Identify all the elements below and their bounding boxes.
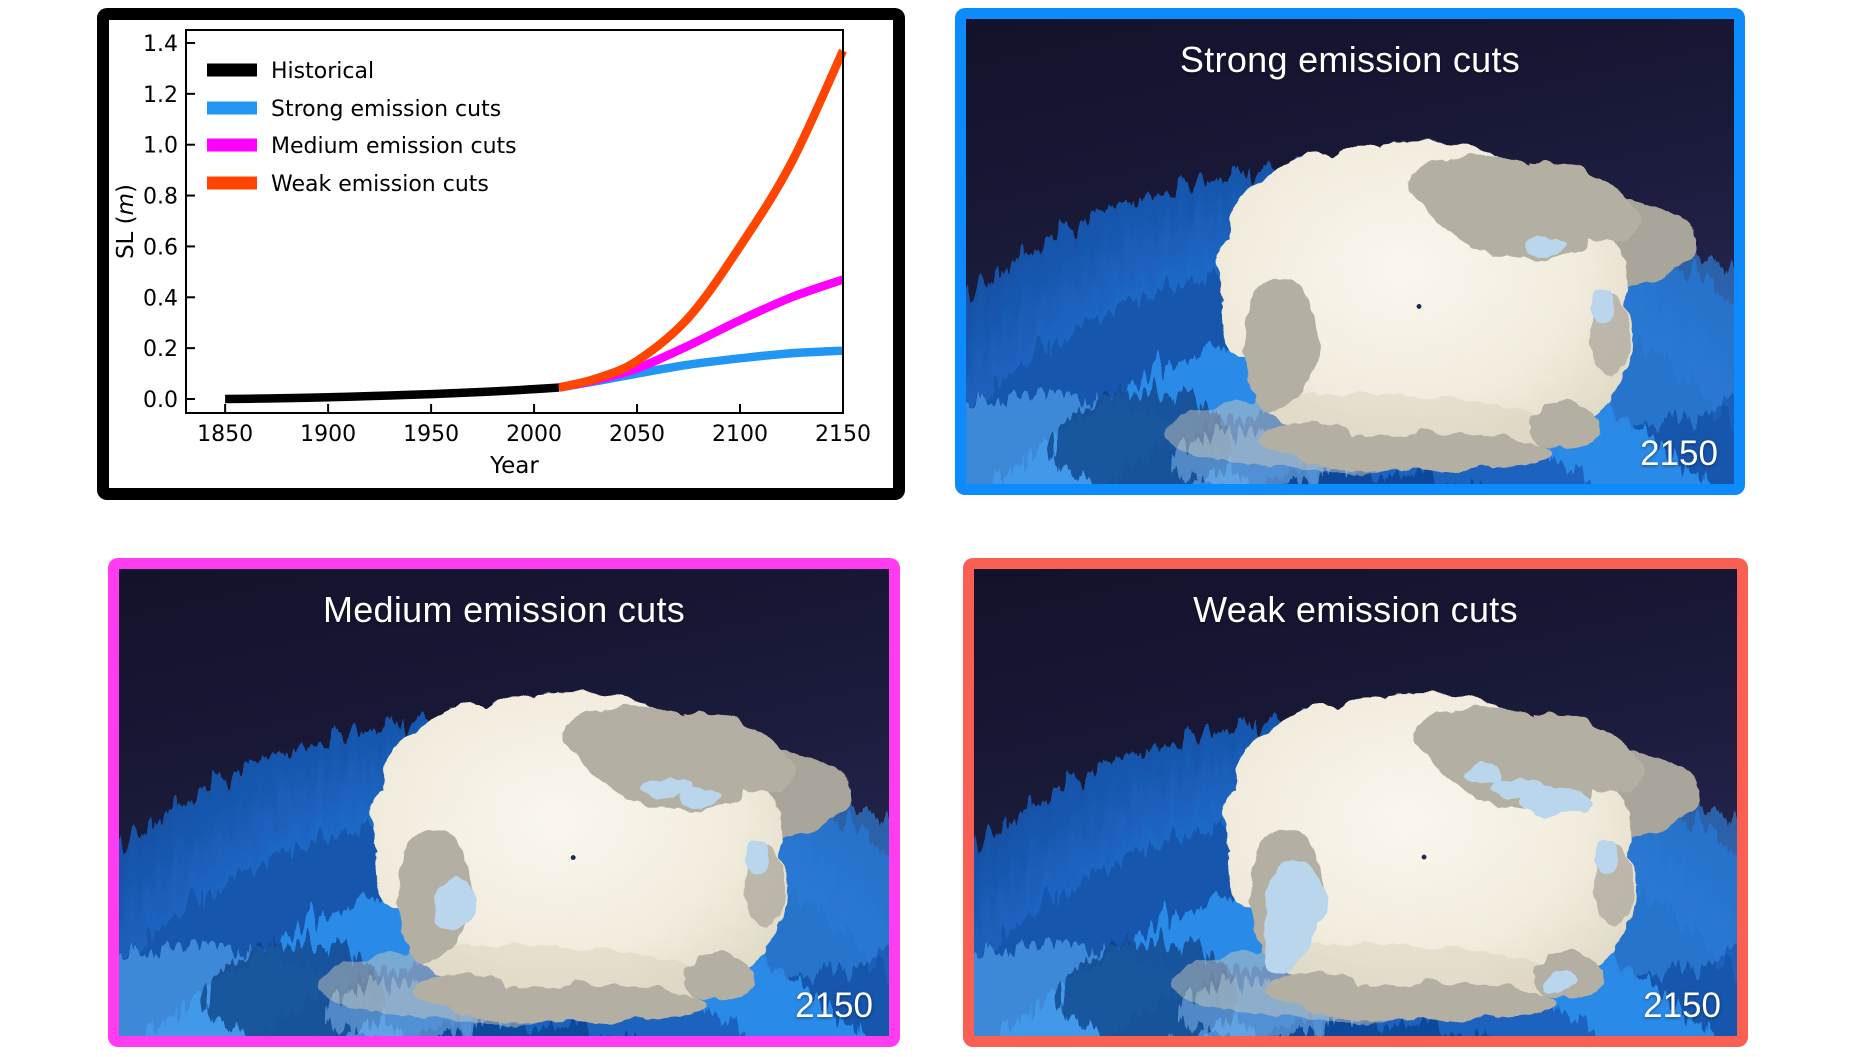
y-tick-label: 0.2 xyxy=(143,337,178,362)
south-pole-marker xyxy=(570,855,576,861)
y-tick-label: 0.8 xyxy=(143,185,178,210)
antarctica-3d-render xyxy=(119,692,889,1036)
panel-medium-emission-cuts: Medium emission cuts 2150 xyxy=(108,558,900,1047)
y-tick-label: 0.6 xyxy=(143,235,178,260)
y-axis-label: SL (m) xyxy=(113,184,139,259)
antarctica-3d-render xyxy=(974,693,1737,1036)
year-badge: 2150 xyxy=(1640,434,1718,473)
panel-title: Medium emission cuts xyxy=(322,589,686,630)
y-tick-label: 1.4 xyxy=(143,32,178,57)
y-tick-label: 0.0 xyxy=(143,388,178,413)
legend-label-3: Medium emission cuts xyxy=(271,134,517,159)
year-badge: 2150 xyxy=(1643,986,1721,1025)
y-tick-label: 0.4 xyxy=(143,286,178,311)
panel-title: Weak emission cuts xyxy=(1193,589,1518,630)
y-tick-label: 1.2 xyxy=(143,83,178,108)
sea-level-chart: 1850 1900 1950 2000 2050 2100 2150 0.0 0.2 0.4 0.6… xyxy=(113,29,871,479)
x-tick-label: 2100 xyxy=(712,422,768,447)
panel-strong-emission-cuts: Strong emission cuts 2150 xyxy=(955,8,1745,495)
x-tick-label: 2000 xyxy=(506,422,562,447)
legend-label-4: Weak emission cuts xyxy=(271,172,489,197)
x-tick-label: 1900 xyxy=(300,422,356,447)
legend-label-1: Historical xyxy=(271,59,374,84)
antarctica-3d-render xyxy=(966,141,1734,484)
bedrock-patches xyxy=(1243,155,1638,472)
series-line-historical xyxy=(225,383,560,404)
meltwater-patches-trace xyxy=(676,789,768,876)
x-tick-label: 1950 xyxy=(403,422,459,447)
bedrock-patches xyxy=(397,705,792,1024)
legend-label-2: Strong emission cuts xyxy=(271,97,501,122)
x-tick-label: 2050 xyxy=(609,422,665,447)
plot-frame xyxy=(185,29,844,414)
x-tick-label: 1850 xyxy=(197,422,253,447)
y-tick-label: 1.0 xyxy=(143,134,178,159)
south-pole-marker xyxy=(1416,303,1422,309)
year-badge: 2150 xyxy=(795,986,873,1025)
meltwater-patches-medium xyxy=(434,776,691,930)
series-line-weak-emission-cuts xyxy=(557,48,847,392)
panel-title: Strong emission cuts xyxy=(1179,39,1521,80)
sea-level-chart-panel: 1850 1900 1950 2000 2050 2100 2150 0.0 0.2 0.4 0.6… xyxy=(97,8,905,500)
panel-weak-emission-cuts: Weak emission cuts 2150 xyxy=(963,558,1748,1047)
x-axis-label: Year xyxy=(489,453,539,479)
x-tick-label: 2150 xyxy=(815,422,871,447)
south-pole-marker xyxy=(1421,854,1427,860)
meltwater-patches-trace xyxy=(1522,238,1613,324)
meltwater-patches-large xyxy=(1262,765,1591,994)
